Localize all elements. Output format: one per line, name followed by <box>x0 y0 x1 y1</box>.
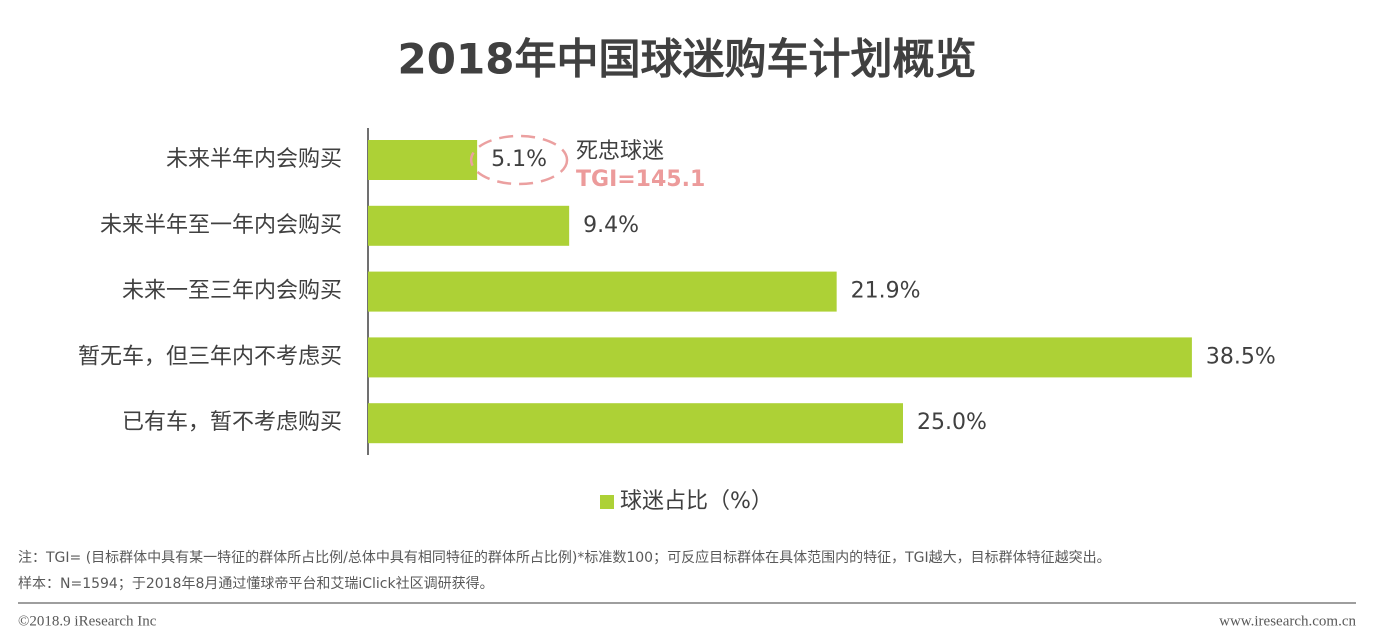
bar <box>368 205 570 246</box>
note: 样本：N=1594；于2018年8月通过懂球帝平台和艾瑞iClick社区调研获得… <box>18 575 494 592</box>
bar <box>368 271 837 312</box>
annotation-label: 死忠球迷 <box>576 139 664 164</box>
category-label: 未来半年至一年内会购买 <box>100 213 342 238</box>
footer-left: ©2018.9 iResearch Inc <box>18 613 157 629</box>
footer-right: www.iresearch.com.cn <box>1219 613 1356 629</box>
category-label: 暂无车，但三年内不考虑买 <box>78 344 342 369</box>
value-label: 9.4% <box>583 213 639 238</box>
value-label: 5.1% <box>491 147 547 172</box>
chart-title: 2018年中国球迷购车计划概览 <box>398 35 977 84</box>
category-label: 未来一至三年内会购买 <box>122 279 342 304</box>
annotation-text: TGI=145.1 <box>576 167 705 192</box>
note: 注：TGI= (目标群体中具有某一特征的群体所占比例/总体中具有相同特征的群体所… <box>18 549 1111 566</box>
legend-swatch <box>600 495 614 509</box>
value-label: 21.9% <box>851 279 921 304</box>
bar <box>368 403 903 444</box>
annotation-ellipse <box>469 134 569 186</box>
legend-label: 球迷占比（%） <box>620 489 773 514</box>
category-label: 已有车，暂不考虑购买 <box>122 410 342 435</box>
bar <box>368 337 1192 378</box>
value-label: 25.0% <box>917 410 987 435</box>
bar <box>368 140 478 180</box>
value-label: 38.5% <box>1206 344 1276 369</box>
category-label: 未来半年内会购买 <box>166 147 342 172</box>
